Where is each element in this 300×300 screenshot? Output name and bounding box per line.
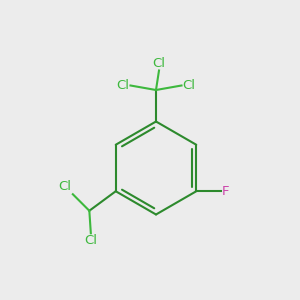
Text: Cl: Cl	[58, 180, 72, 193]
Text: Cl: Cl	[116, 79, 129, 92]
Text: Cl: Cl	[152, 57, 166, 70]
Text: F: F	[222, 185, 230, 198]
Text: Cl: Cl	[84, 235, 97, 248]
Text: Cl: Cl	[183, 79, 196, 92]
